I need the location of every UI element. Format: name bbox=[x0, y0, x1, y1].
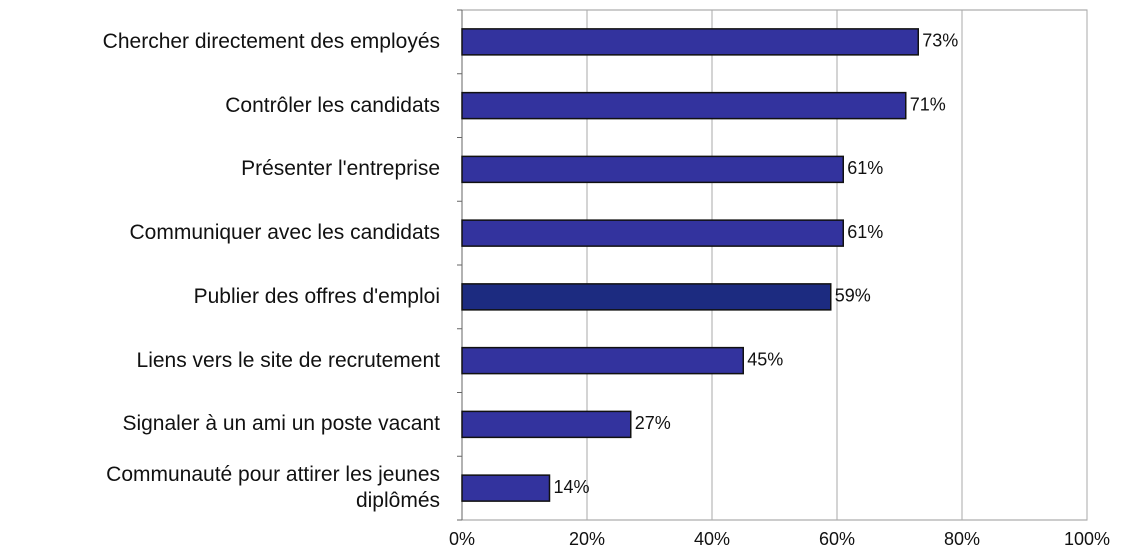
bar bbox=[461, 155, 844, 184]
x-tick-label: 40% bbox=[694, 529, 730, 549]
value-label: 73% bbox=[922, 31, 958, 51]
category-label: Présenter l'entreprise bbox=[241, 157, 440, 181]
x-tick-label: 80% bbox=[944, 529, 980, 549]
value-label: 71% bbox=[910, 94, 946, 114]
bar bbox=[461, 410, 632, 439]
value-label: 27% bbox=[635, 413, 671, 433]
bar bbox=[461, 28, 919, 56]
x-tick-label: 20% bbox=[569, 529, 605, 549]
value-label: 59% bbox=[835, 286, 871, 306]
category-label: Contrôler les candidats bbox=[225, 93, 440, 117]
bar bbox=[461, 346, 744, 375]
bar bbox=[461, 474, 551, 502]
category-label: Publier des offres d'emploi bbox=[193, 284, 440, 308]
value-label: 45% bbox=[747, 349, 783, 369]
category-label: Signaler à un ami un poste vacant bbox=[122, 412, 440, 436]
bar bbox=[461, 91, 907, 120]
x-tick-label: 60% bbox=[819, 529, 855, 549]
plot-border bbox=[461, 9, 1088, 521]
x-tick-label: 100% bbox=[1064, 529, 1110, 549]
category-label: Liens vers le site de recrutement bbox=[136, 348, 440, 372]
category-label: Communauté pour attirer les jeunes diplô… bbox=[106, 463, 440, 513]
value-label: 61% bbox=[847, 222, 883, 242]
x-tick-label: 0% bbox=[449, 529, 475, 549]
value-label: 14% bbox=[554, 477, 590, 497]
bar bbox=[461, 283, 832, 311]
category-label: Chercher directement des employés bbox=[102, 29, 440, 53]
bar bbox=[461, 219, 844, 247]
value-label: 61% bbox=[847, 158, 883, 178]
category-label: Communiquer avec les candidats bbox=[129, 221, 441, 245]
